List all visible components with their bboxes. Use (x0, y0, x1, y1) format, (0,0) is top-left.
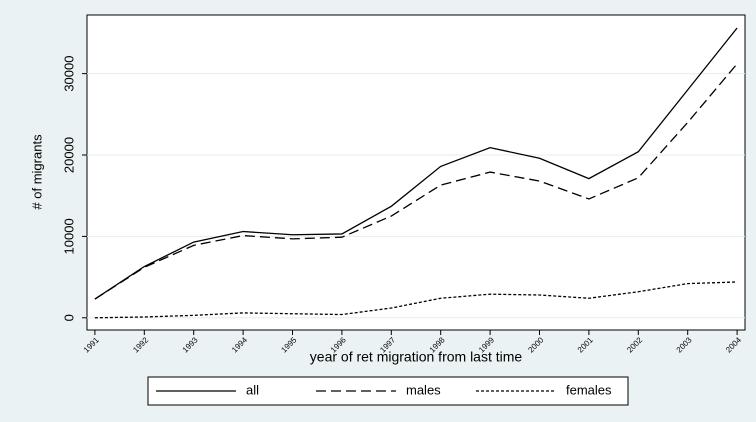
x-tick-label: 1992 (131, 335, 150, 354)
y-tick-label: 30000 (61, 56, 76, 92)
y-axis-label: # of migrants (29, 134, 44, 210)
series-line (94, 281, 738, 319)
x-axis-label: year of ret migration from last time (310, 349, 523, 365)
x-tick-label: 2000 (526, 335, 545, 354)
plot-area (86, 14, 746, 331)
x-tick-label: 1991 (82, 335, 101, 354)
series-line (94, 27, 738, 300)
y-tick-label: 0 (61, 314, 76, 321)
x-tick-label: 2003 (675, 335, 694, 354)
x-tick-label: 1995 (279, 335, 298, 354)
legend-label: females (566, 382, 612, 397)
legend-label: all (246, 382, 259, 397)
x-tick-label: 2002 (625, 335, 644, 354)
y-tick-label: 20000 (61, 137, 76, 173)
x-tick-label: 2004 (724, 335, 743, 354)
legend-label: males (406, 382, 441, 397)
x-tick-label: 2001 (576, 335, 595, 354)
x-tick-label: 1994 (230, 335, 249, 354)
x-tick-label: 1993 (181, 335, 200, 354)
series-line (94, 63, 738, 300)
y-tick-label: 10000 (61, 218, 76, 254)
